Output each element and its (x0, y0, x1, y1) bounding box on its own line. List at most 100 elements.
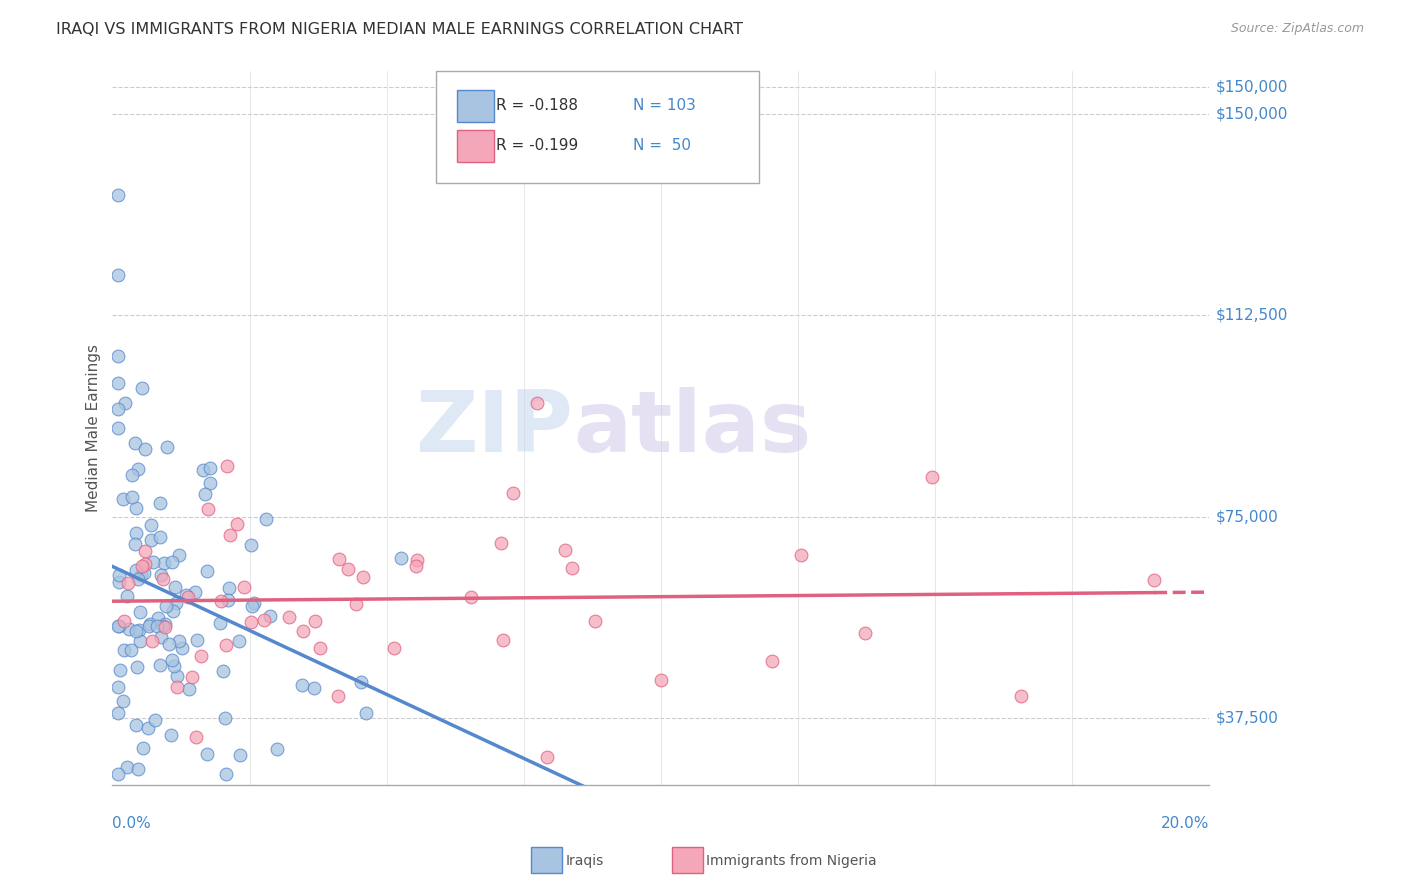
Point (134, 557, 156, 571)
Point (239, 615, 262, 629)
Point (139, 617, 162, 632)
Point (124, 718, 146, 732)
Point (491, 536, 513, 550)
Point (138, 618, 160, 632)
Point (117, 576, 139, 591)
Text: 0.0%: 0.0% (112, 815, 152, 830)
Point (129, 568, 152, 582)
Text: $37,500: $37,500 (1216, 710, 1279, 725)
Point (108, 619, 131, 633)
Text: IRAQI VS IMMIGRANTS FROM NIGERIA MEDIAN MALE EARNINGS CORRELATION CHART: IRAQI VS IMMIGRANTS FROM NIGERIA MEDIAN … (56, 22, 744, 37)
Point (146, 611, 169, 625)
Point (125, 500, 148, 515)
Point (149, 495, 172, 509)
Point (112, 614, 135, 628)
Point (239, 538, 262, 552)
Point (278, 610, 301, 624)
Point (107, 619, 129, 633)
Point (1143, 573, 1166, 587)
Point (217, 458, 239, 473)
Point (405, 558, 427, 573)
Point (111, 694, 134, 708)
Point (354, 706, 377, 720)
Point (177, 682, 200, 697)
Point (209, 593, 232, 607)
Point (190, 648, 212, 663)
Point (156, 441, 179, 455)
Text: N = 103: N = 103 (633, 98, 696, 112)
Point (166, 680, 188, 694)
Point (184, 584, 207, 599)
Point (214, 711, 236, 725)
Point (186, 731, 208, 745)
Point (115, 589, 138, 603)
Point (211, 664, 233, 678)
Point (128, 624, 150, 638)
Point (141, 633, 163, 648)
Point (350, 674, 373, 689)
Point (131, 381, 153, 395)
Point (853, 626, 876, 640)
Point (152, 619, 174, 633)
Point (228, 633, 250, 648)
Point (243, 596, 266, 610)
Point (134, 566, 156, 580)
Point (160, 729, 183, 743)
Point (152, 572, 174, 586)
Point (128, 606, 150, 620)
Text: R = -0.188: R = -0.188 (496, 98, 578, 112)
Point (406, 553, 429, 567)
Point (153, 617, 176, 632)
Point (107, 349, 129, 363)
Text: 20.0%: 20.0% (1161, 815, 1209, 830)
Point (195, 564, 218, 578)
Text: ZIP: ZIP (415, 386, 574, 470)
Point (266, 741, 288, 756)
Point (304, 614, 326, 628)
Point (382, 641, 405, 656)
Point (107, 568, 129, 582)
Point (132, 741, 155, 756)
Point (162, 555, 184, 569)
Point (149, 530, 172, 544)
Point (149, 658, 172, 673)
Point (291, 678, 314, 692)
Text: Source: ZipAtlas.com: Source: ZipAtlas.com (1230, 22, 1364, 36)
Point (110, 663, 132, 677)
Point (344, 597, 367, 611)
Point (195, 747, 218, 762)
Point (112, 643, 135, 657)
Point (921, 469, 943, 483)
Point (121, 491, 143, 505)
Text: $75,000: $75,000 (1216, 509, 1279, 524)
Point (127, 762, 149, 776)
Point (226, 517, 249, 532)
Point (153, 556, 176, 570)
Text: Iraqis: Iraqis (565, 854, 603, 868)
Point (163, 580, 186, 594)
Text: N =  50: N = 50 (633, 138, 690, 153)
Point (186, 633, 208, 648)
Point (107, 767, 129, 781)
Point (162, 604, 184, 618)
Point (309, 641, 332, 656)
Point (254, 512, 277, 526)
Point (115, 760, 138, 774)
Point (240, 599, 263, 613)
Point (163, 658, 186, 673)
Point (118, 622, 141, 636)
Point (125, 526, 148, 541)
Point (157, 637, 180, 651)
Point (502, 486, 524, 500)
Point (326, 689, 349, 703)
Point (121, 468, 143, 483)
Text: $150,000: $150,000 (1216, 107, 1288, 122)
Point (124, 435, 146, 450)
Point (292, 624, 315, 638)
Point (328, 552, 350, 566)
Point (124, 537, 146, 551)
Point (209, 615, 232, 630)
Point (217, 593, 239, 607)
Point (146, 618, 169, 632)
Point (789, 549, 811, 563)
